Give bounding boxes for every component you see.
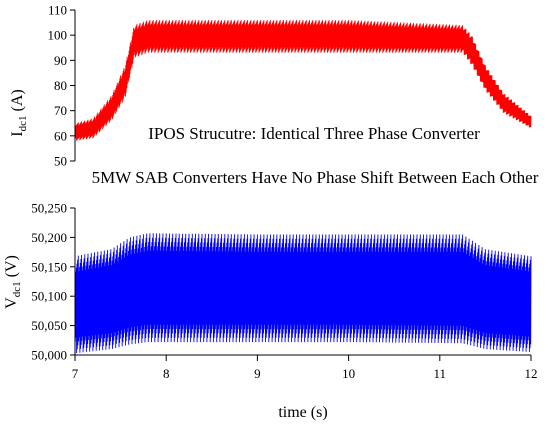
voltage-y-tick-label: 50,200 (31, 230, 67, 245)
current-y-tick-label: 60 (54, 128, 67, 143)
x-tick-label: 7 (72, 366, 79, 381)
current-y-tick-label: 50 (54, 154, 67, 169)
time-axis: 7 8 9 10 11 12 (72, 355, 538, 381)
current-y-tick-label: 100 (48, 28, 68, 43)
current-y-tick-label: 80 (54, 78, 67, 93)
x-tick-label: 10 (342, 366, 355, 381)
voltage-y-tick-label: 50,000 (31, 348, 67, 363)
current-y-axis-label: Idc1 (A) (9, 89, 29, 136)
current-y-tick-label: 110 (48, 3, 67, 18)
voltage-y-axis-label: Vdc1 (V) (3, 255, 23, 309)
voltage-series-line (74, 233, 532, 354)
current-plot: 50 60 70 80 90 100 110 (48, 3, 532, 169)
current-y-tick-label: 90 (54, 53, 67, 68)
voltage-y-tick-label: 50,150 (31, 259, 67, 274)
voltage-y-tick-label: 50,250 (31, 201, 67, 216)
x-axis-label: time (s) (278, 404, 327, 421)
voltage-y-tick-label: 50,050 (31, 318, 67, 333)
annotation-phase-shift: 5MW SAB Converters Have No Phase Shift B… (92, 168, 539, 187)
x-tick-label: 12 (525, 366, 538, 381)
annotation-topology: IPOS Strucutre: Identical Three Phase Co… (148, 124, 480, 143)
voltage-y-tick-label: 50,100 (31, 289, 67, 304)
x-tick-label: 9 (254, 366, 261, 381)
voltage-plot: 50,000 50,050 50,100 50,150 50,200 50,250 (31, 201, 532, 363)
x-tick-label: 8 (163, 366, 170, 381)
current-y-tick-label: 70 (54, 103, 67, 118)
current-series-line (74, 20, 532, 141)
x-tick-label: 11 (434, 366, 447, 381)
